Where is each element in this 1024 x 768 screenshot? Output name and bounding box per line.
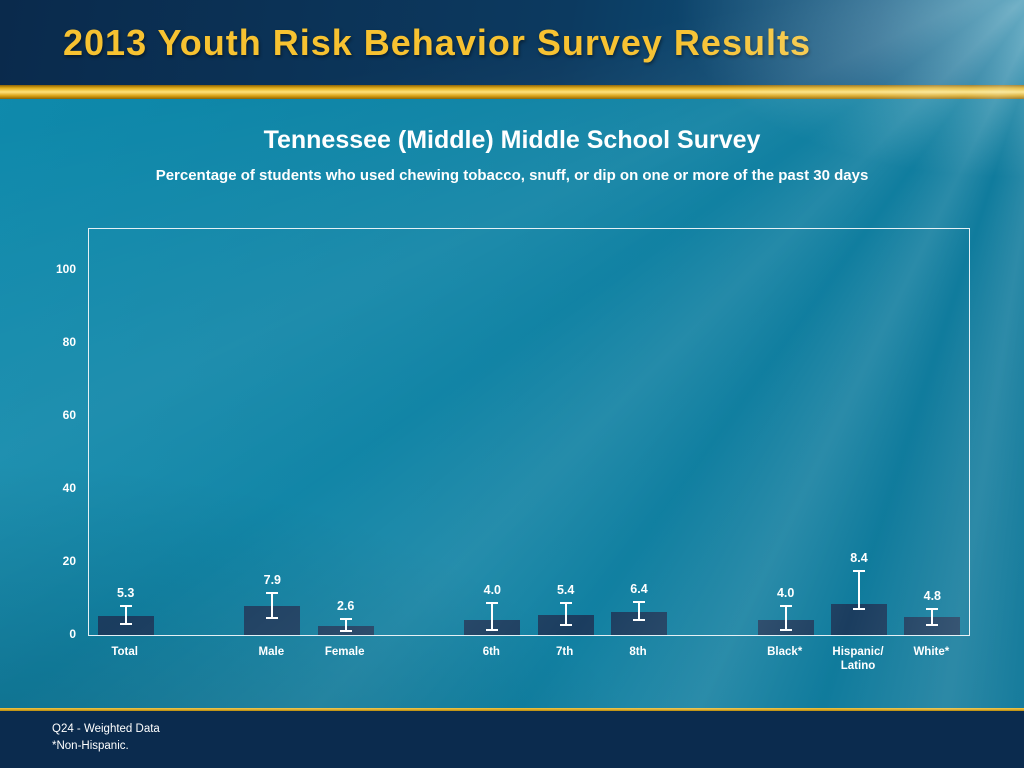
- error-bar-cap: [779, 605, 792, 608]
- error-bar: [124, 604, 127, 625]
- error-bar: [638, 600, 640, 622]
- x-axis-label: Female: [324, 646, 365, 658]
- error-bar: [344, 618, 347, 632]
- error-bar-cap: [339, 618, 352, 621]
- error-bar-cap: [633, 619, 645, 622]
- x-axis-label: Hispanic/ Latino: [832, 646, 884, 673]
- bar-value-label: 2.6: [336, 599, 355, 614]
- bar-value-label: 6.4: [630, 581, 648, 596]
- chart-title: Tennessee (Middle) Middle School Survey: [263, 126, 761, 154]
- y-axis-tick-label: 100: [55, 262, 76, 276]
- error-bar-cap: [559, 624, 572, 627]
- error-bar: [784, 605, 787, 631]
- footer-divider: [0, 708, 1024, 711]
- error-bar-cap: [486, 602, 499, 605]
- bar-value-label: 4.0: [776, 586, 795, 601]
- plot-area: 5.3 7.9 2.6 4.0 5.4 6.4 4.0 8.4 4.8: [88, 228, 970, 636]
- bar-value-label: 4.0: [483, 583, 502, 598]
- slide-footer: Q24 - Weighted Data *Non-Hispanic.: [0, 711, 1024, 768]
- error-bar: [931, 607, 934, 626]
- bar: [611, 611, 667, 635]
- y-axis-tick-label: 20: [62, 554, 76, 568]
- error-bar-cap: [779, 628, 792, 631]
- x-axis-label: White*: [913, 646, 950, 658]
- x-axis-label: Black*: [767, 646, 803, 658]
- error-bar-cap: [853, 607, 865, 610]
- error-bar-cap: [486, 628, 499, 631]
- x-axis-label: Total: [111, 646, 138, 658]
- bar: [904, 617, 961, 635]
- error-bar: [271, 591, 274, 619]
- footer-note-nonhispanic: *Non-Hispanic.: [52, 739, 129, 752]
- footer-note-question: Q24 - Weighted Data: [52, 723, 160, 735]
- error-bar-cap: [559, 602, 572, 605]
- error-bar-cap: [119, 622, 132, 625]
- bar-value-label: 5.4: [556, 583, 575, 598]
- error-bar-cap: [633, 600, 645, 603]
- chart-subtitle: Percentage of students who used chewing …: [155, 167, 869, 184]
- error-bar-cap: [266, 591, 279, 594]
- y-axis-tick-label: 80: [62, 335, 76, 349]
- slide-header: 2013 Youth Risk Behavior Survey Results: [0, 0, 1024, 85]
- y-axis-tick-label: 0: [69, 627, 76, 641]
- gold-divider: [0, 85, 1024, 99]
- bar-value-label: 8.4: [850, 550, 868, 565]
- error-bar-cap: [266, 616, 279, 619]
- x-axis-label: 8th: [629, 646, 647, 658]
- error-bar-cap: [926, 623, 939, 626]
- error-bar-cap: [853, 569, 865, 572]
- bar-value-label: 7.9: [263, 572, 282, 587]
- x-axis-label: 7th: [556, 646, 574, 658]
- error-bar: [564, 602, 567, 627]
- bar-value-label: 4.8: [923, 588, 942, 603]
- slide-title: 2013 Youth Risk Behavior Survey Results: [63, 21, 811, 63]
- error-bar-cap: [926, 607, 939, 610]
- bar-value-label: 5.3: [116, 585, 135, 600]
- y-axis-tick-label: 40: [62, 481, 76, 495]
- error-bar: [491, 602, 494, 631]
- error-bar: [858, 569, 860, 610]
- x-axis-label: 6th: [482, 646, 500, 658]
- y-axis-tick-label: 60: [62, 408, 76, 422]
- bar: [97, 615, 154, 635]
- x-axis-label: Male: [258, 646, 285, 658]
- error-bar-cap: [339, 629, 352, 632]
- error-bar-cap: [119, 604, 132, 607]
